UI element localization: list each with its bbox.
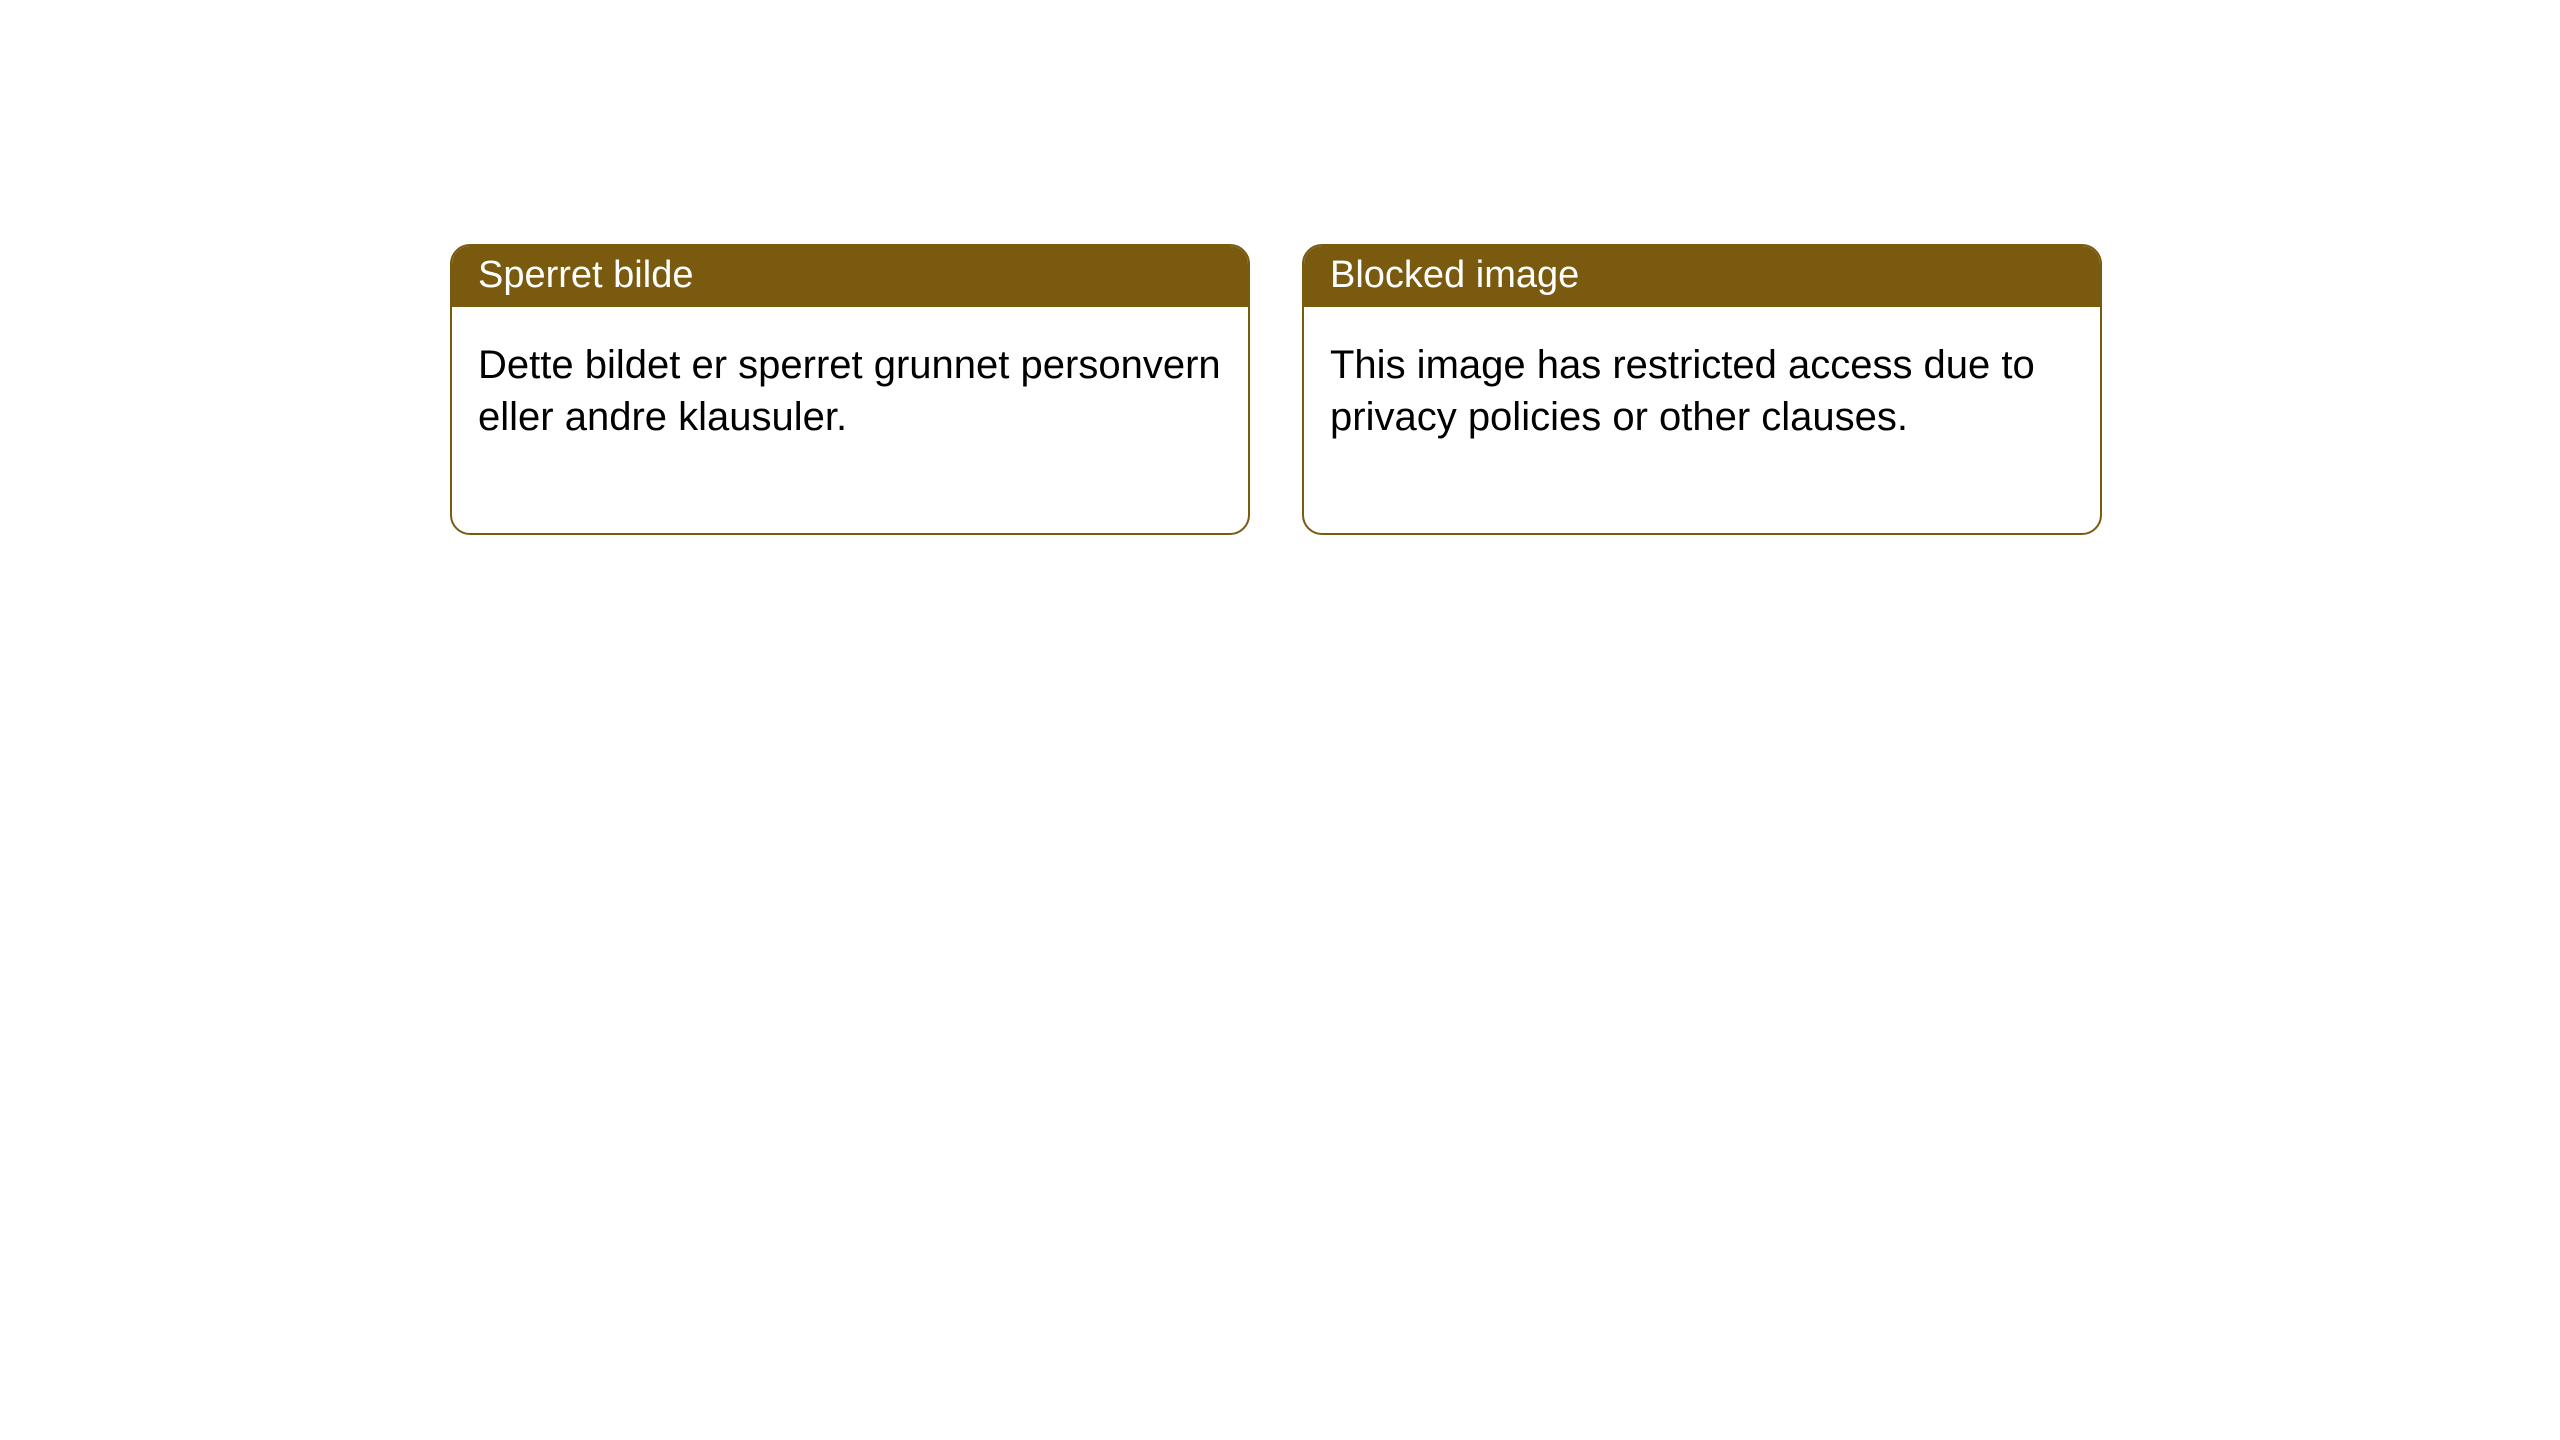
notice-header: Blocked image	[1304, 246, 2100, 307]
notice-body: This image has restricted access due to …	[1304, 307, 2100, 533]
notice-body: Dette bildet er sperret grunnet personve…	[452, 307, 1248, 533]
notice-container: Sperret bilde Dette bildet er sperret gr…	[0, 0, 2560, 535]
notice-header: Sperret bilde	[452, 246, 1248, 307]
notice-card-english: Blocked image This image has restricted …	[1302, 244, 2102, 535]
notice-card-norwegian: Sperret bilde Dette bildet er sperret gr…	[450, 244, 1250, 535]
